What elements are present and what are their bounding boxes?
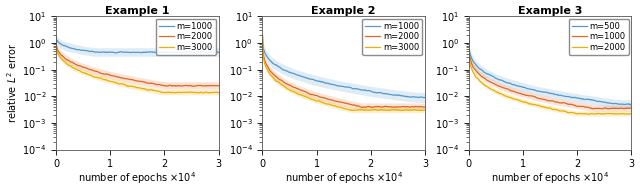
Title: Example 3: Example 3	[518, 6, 582, 16]
Line: m=500: m=500	[469, 36, 632, 105]
m=1000	[211, 51, 219, 53]
m=2000	[346, 103, 354, 106]
m=2000	[417, 105, 425, 108]
m=500	[562, 95, 570, 98]
m=2000	[624, 113, 632, 115]
Legend: m=1000, m=2000, m=3000: m=1000, m=2000, m=3000	[362, 19, 422, 55]
m=500	[628, 104, 636, 106]
X-axis label: number of epochs $\times10^4$: number of epochs $\times10^4$	[491, 171, 609, 186]
m=1000	[149, 51, 157, 53]
m=1000	[186, 51, 193, 54]
m=1000	[355, 88, 363, 90]
Line: m=2000: m=2000	[56, 41, 218, 86]
m=3000	[129, 85, 137, 88]
m=2000	[562, 110, 570, 113]
m=2000	[259, 35, 266, 37]
m=3000	[131, 86, 138, 88]
m=2000	[186, 84, 193, 87]
m=2000	[336, 101, 344, 103]
Title: Example 1: Example 1	[105, 6, 170, 16]
m=1000	[417, 96, 425, 98]
m=2000	[190, 85, 198, 88]
m=1000	[129, 51, 137, 53]
m=500	[543, 91, 551, 94]
Line: m=1000: m=1000	[56, 37, 218, 53]
m=2000	[214, 84, 222, 87]
m=1000	[392, 94, 399, 96]
m=2000	[369, 106, 376, 108]
m=1000	[599, 108, 607, 110]
m=1000	[259, 34, 266, 36]
m=2000	[52, 39, 60, 42]
m=3000	[259, 35, 266, 37]
m=2000	[211, 85, 219, 87]
Legend: m=500, m=1000, m=2000: m=500, m=1000, m=2000	[568, 19, 629, 55]
Title: Example 2: Example 2	[312, 6, 376, 16]
m=1000	[628, 107, 636, 109]
m=3000	[336, 106, 344, 108]
m=3000	[398, 109, 406, 112]
m=2000	[553, 108, 561, 111]
Line: m=3000: m=3000	[262, 36, 425, 111]
m=3000	[140, 88, 148, 90]
m=3000	[214, 92, 222, 94]
m=1000	[420, 96, 428, 99]
m=2000	[355, 105, 363, 107]
m=2000	[542, 106, 550, 109]
m=1000	[553, 101, 561, 103]
m=1000	[543, 99, 551, 102]
m=500	[465, 35, 473, 38]
m=3000	[392, 109, 399, 111]
m=3000	[417, 109, 425, 111]
m=2000	[585, 113, 593, 115]
m=2000	[140, 81, 148, 83]
m=500	[623, 103, 631, 105]
m=3000	[421, 109, 429, 111]
m=1000	[336, 85, 344, 87]
m=2000	[129, 79, 137, 81]
Y-axis label: relative $L^2$ error: relative $L^2$ error	[6, 43, 19, 123]
m=500	[553, 94, 561, 96]
m=1000	[214, 51, 222, 54]
Line: m=2000: m=2000	[469, 41, 632, 114]
m=1000	[542, 99, 550, 101]
Line: m=1000: m=1000	[469, 38, 632, 109]
m=1000	[598, 108, 606, 110]
m=1000	[624, 107, 632, 109]
Line: m=3000: m=3000	[56, 43, 218, 93]
Line: m=1000: m=1000	[262, 35, 425, 98]
m=1000	[177, 52, 185, 54]
m=3000	[346, 109, 354, 111]
m=1000	[131, 51, 138, 53]
Legend: m=1000, m=2000, m=3000: m=1000, m=2000, m=3000	[156, 19, 216, 55]
m=3000	[355, 109, 363, 111]
X-axis label: number of epochs $\times10^4$: number of epochs $\times10^4$	[285, 171, 403, 186]
Line: m=2000: m=2000	[262, 36, 425, 107]
m=1000	[465, 37, 473, 39]
m=500	[542, 91, 550, 94]
m=500	[598, 101, 606, 103]
m=1000	[52, 36, 60, 38]
m=2000	[337, 101, 344, 103]
m=3000	[337, 106, 344, 108]
m=2000	[543, 107, 551, 109]
m=1000	[337, 85, 344, 87]
m=2000	[421, 106, 429, 108]
m=1000	[421, 96, 429, 99]
m=1000	[346, 86, 354, 89]
m=2000	[598, 113, 606, 115]
m=1000	[562, 102, 570, 104]
m=3000	[211, 91, 219, 94]
m=3000	[186, 91, 193, 93]
m=2000	[465, 40, 473, 42]
X-axis label: number of epochs $\times10^4$: number of epochs $\times10^4$	[78, 171, 196, 186]
m=3000	[199, 92, 207, 94]
m=2000	[131, 79, 138, 81]
m=1000	[140, 51, 148, 53]
m=2000	[628, 113, 636, 115]
m=2000	[149, 82, 157, 84]
m=2000	[392, 106, 400, 108]
m=3000	[52, 41, 60, 44]
m=3000	[149, 89, 157, 91]
